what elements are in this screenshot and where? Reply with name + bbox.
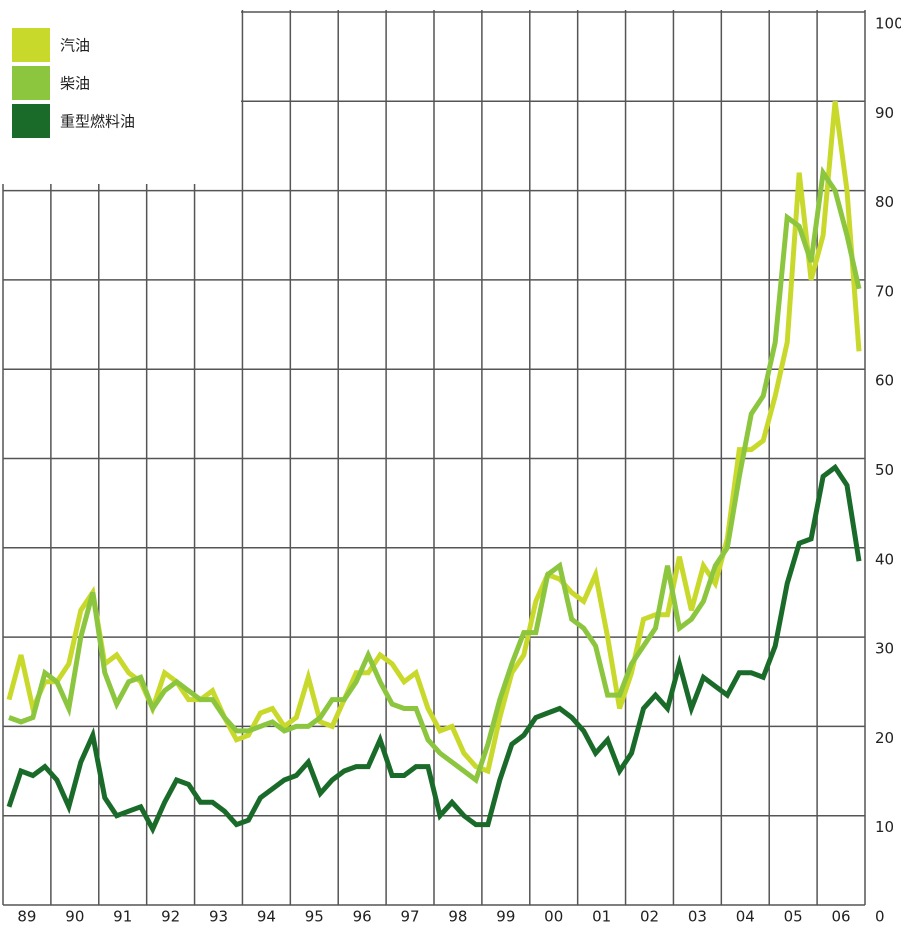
y-tick-label: 20 (875, 729, 894, 747)
x-tick-label: 05 (784, 908, 803, 926)
y-tick-label: 10 (875, 818, 894, 836)
x-tick-label: 02 (640, 908, 659, 926)
x-tick-label: 98 (448, 908, 467, 926)
y-tick-label: 60 (875, 372, 894, 390)
legend-swatch (12, 28, 50, 62)
legend-label: 重型燃料油 (60, 113, 135, 131)
x-tick-label: 89 (17, 908, 36, 926)
x-tick-label: 04 (736, 908, 755, 926)
x-tick-label: 94 (257, 908, 276, 926)
x-tick-label: 97 (401, 908, 420, 926)
x-tick-label: 00 (544, 908, 563, 926)
y-tick-label: 100 (875, 15, 901, 33)
series-line (6, 463, 862, 835)
y-tick-label: 40 (875, 550, 894, 568)
legend-label: 柴油 (60, 75, 90, 93)
legend-label: 汽油 (60, 37, 90, 55)
y-tick-label: 80 (875, 193, 894, 211)
y-tick-label: 30 (875, 640, 894, 658)
y-tick-label: 0 (875, 908, 885, 926)
x-tick-label: 03 (688, 908, 707, 926)
legend-swatch (12, 66, 50, 100)
x-tick-label: 93 (209, 908, 228, 926)
y-tick-label: 50 (875, 461, 894, 479)
x-tick-label: 06 (832, 908, 851, 926)
legend-swatch (12, 104, 50, 138)
x-tick-label: 92 (161, 908, 180, 926)
y-tick-label: 90 (875, 104, 894, 122)
x-tick-label: 99 (496, 908, 515, 926)
x-tick-label: 96 (353, 908, 372, 926)
x-tick-label: 91 (113, 908, 132, 926)
x-tick-label: 01 (592, 908, 611, 926)
series-line (8, 165, 862, 785)
x-tick-label: 95 (305, 908, 324, 926)
x-tick-label: 90 (65, 908, 84, 926)
y-tick-label: 70 (875, 282, 894, 300)
